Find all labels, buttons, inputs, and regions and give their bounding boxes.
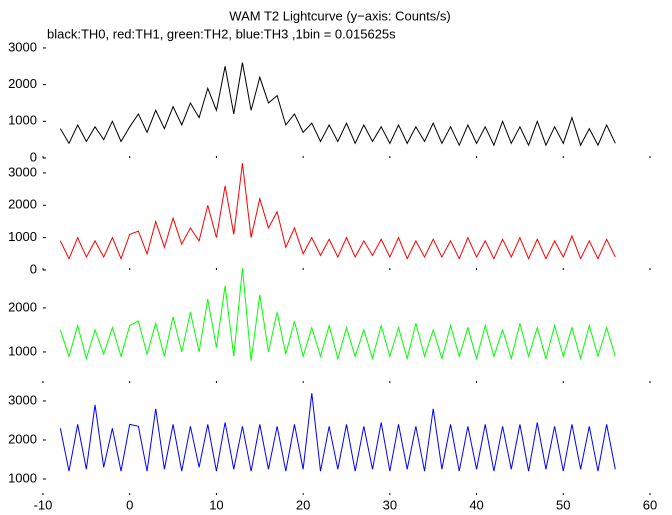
x-tick-label: -10 bbox=[34, 497, 53, 512]
y-tick-label: 2000 bbox=[8, 431, 37, 446]
lightcurve bbox=[59, 163, 616, 261]
x-tick-label: 20 bbox=[296, 497, 310, 512]
y-tick-label: 2000 bbox=[8, 197, 37, 212]
chart-subtitle: black:TH0, red:TH1, green:TH2, blue:TH3 … bbox=[47, 26, 396, 41]
y-tick-label: 0 bbox=[30, 149, 37, 164]
y-tick-label: 3000 bbox=[8, 164, 37, 179]
x-tick-label: 60 bbox=[643, 497, 657, 512]
x-tick-label: 40 bbox=[469, 497, 483, 512]
y-tick-label: 1000 bbox=[8, 343, 37, 358]
y-tick-label: 3000 bbox=[8, 39, 37, 54]
x-tick-label: 50 bbox=[556, 497, 570, 512]
lightcurve bbox=[59, 62, 616, 147]
x-tick-label: 30 bbox=[383, 497, 397, 512]
y-tick-label: 2000 bbox=[8, 299, 37, 314]
y-tick-label: 1000 bbox=[8, 113, 37, 128]
lightcurve bbox=[59, 393, 616, 472]
chart-title: WAM T2 Lightcurve (y−axis: Counts/s) bbox=[229, 8, 450, 23]
y-tick-label: 1000 bbox=[8, 470, 37, 485]
x-tick-label: 0 bbox=[126, 497, 133, 512]
y-tick-label: 2000 bbox=[8, 76, 37, 91]
y-tick-label: 3000 bbox=[8, 392, 37, 407]
lightcurve bbox=[59, 268, 616, 361]
y-tick-label: 0 bbox=[30, 261, 37, 276]
x-tick-label: 10 bbox=[209, 497, 223, 512]
y-tick-label: 1000 bbox=[8, 229, 37, 244]
